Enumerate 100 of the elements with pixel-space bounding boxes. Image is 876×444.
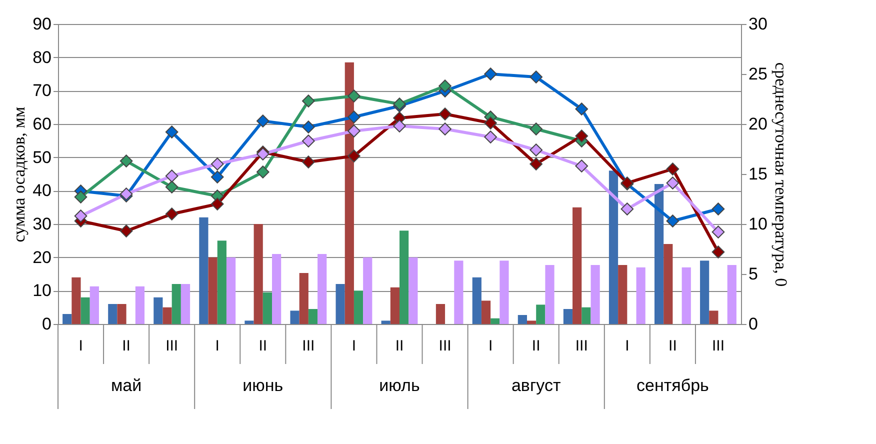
y2-tick-label: 0 bbox=[748, 314, 758, 334]
point bbox=[256, 166, 270, 178]
bar bbox=[262, 292, 272, 324]
point bbox=[530, 70, 543, 84]
bar bbox=[117, 304, 126, 324]
point bbox=[165, 170, 178, 182]
point bbox=[302, 94, 315, 108]
point bbox=[666, 176, 680, 190]
point bbox=[575, 160, 588, 172]
y-tick-label: 40 bbox=[32, 181, 52, 200]
x-tick-label: II bbox=[395, 338, 404, 354]
point bbox=[165, 180, 178, 194]
text: июнь bbox=[242, 376, 284, 395]
bar bbox=[590, 265, 600, 324]
bar bbox=[226, 257, 236, 324]
bar bbox=[545, 265, 554, 324]
point bbox=[165, 126, 178, 138]
bar bbox=[700, 260, 710, 324]
bar bbox=[381, 320, 390, 324]
bar bbox=[162, 307, 172, 324]
point bbox=[210, 198, 224, 210]
bar bbox=[80, 297, 90, 324]
point bbox=[712, 226, 725, 238]
point bbox=[302, 156, 315, 168]
point bbox=[484, 68, 497, 80]
y-tick-label: 10 bbox=[32, 281, 52, 300]
x-tick-label: I bbox=[488, 338, 493, 354]
bar bbox=[308, 309, 318, 324]
bar bbox=[318, 254, 327, 324]
point bbox=[348, 110, 360, 124]
bar bbox=[472, 277, 482, 324]
bar bbox=[664, 244, 673, 324]
text: август bbox=[511, 376, 561, 395]
point bbox=[575, 102, 588, 116]
point bbox=[666, 214, 680, 228]
bar bbox=[199, 217, 208, 324]
bar bbox=[518, 315, 527, 324]
bar bbox=[400, 230, 409, 324]
point bbox=[74, 210, 88, 222]
point bbox=[438, 80, 452, 92]
point bbox=[530, 144, 543, 156]
bar bbox=[108, 304, 118, 324]
y-axis-title: сумма осадков, мм bbox=[10, 106, 29, 242]
bar bbox=[563, 309, 573, 324]
point bbox=[302, 120, 315, 134]
y-tick-label: 60 bbox=[32, 114, 52, 134]
y-tick-label: 0 bbox=[42, 314, 52, 334]
x-tick-label: III bbox=[302, 338, 315, 354]
bar bbox=[180, 284, 190, 324]
bar bbox=[72, 277, 81, 324]
bar bbox=[354, 290, 364, 324]
x-tick-label: I bbox=[215, 338, 220, 354]
bar bbox=[490, 318, 500, 324]
point bbox=[120, 224, 133, 238]
point bbox=[484, 130, 497, 144]
x-tick-label: I bbox=[625, 338, 630, 354]
text: июль bbox=[379, 376, 420, 395]
y2-tick-label: 10 bbox=[748, 214, 768, 234]
y2-tick-label: 5 bbox=[748, 264, 758, 284]
point bbox=[620, 202, 634, 216]
x-tick-label: II bbox=[258, 338, 268, 354]
bar bbox=[536, 304, 546, 324]
x-tick-label: II bbox=[532, 338, 540, 354]
bar bbox=[608, 170, 618, 324]
bar bbox=[390, 287, 400, 324]
bar bbox=[244, 320, 254, 324]
point bbox=[712, 246, 725, 258]
point bbox=[530, 122, 543, 136]
bar bbox=[654, 184, 664, 324]
point bbox=[712, 202, 725, 216]
bar bbox=[682, 267, 691, 324]
point bbox=[210, 170, 224, 184]
text: май bbox=[110, 376, 142, 395]
bar bbox=[727, 265, 736, 324]
bar bbox=[709, 310, 718, 324]
point bbox=[438, 122, 452, 136]
y-tick-label: 20 bbox=[32, 248, 52, 267]
x-tick-label: II bbox=[668, 338, 677, 354]
bar bbox=[336, 284, 345, 324]
bar bbox=[636, 267, 646, 324]
point bbox=[256, 114, 270, 128]
point bbox=[348, 124, 360, 138]
y2-tick-label: 20 bbox=[748, 114, 768, 134]
bar bbox=[135, 286, 145, 324]
y-tick-label: 70 bbox=[32, 81, 52, 100]
bar bbox=[500, 260, 509, 324]
y-tick-label: 50 bbox=[32, 148, 52, 167]
x-tick-label: III bbox=[166, 338, 178, 354]
bar bbox=[299, 273, 308, 324]
y2-tick-label: 30 bbox=[748, 14, 768, 34]
point bbox=[530, 158, 543, 170]
bar bbox=[208, 257, 218, 324]
bar bbox=[436, 304, 446, 324]
bar bbox=[217, 240, 226, 324]
x-tick-label: I bbox=[78, 338, 83, 354]
bar bbox=[363, 257, 372, 324]
bar bbox=[62, 314, 72, 324]
point bbox=[165, 208, 178, 220]
x-tick-label: III bbox=[712, 338, 724, 354]
point bbox=[348, 90, 360, 102]
